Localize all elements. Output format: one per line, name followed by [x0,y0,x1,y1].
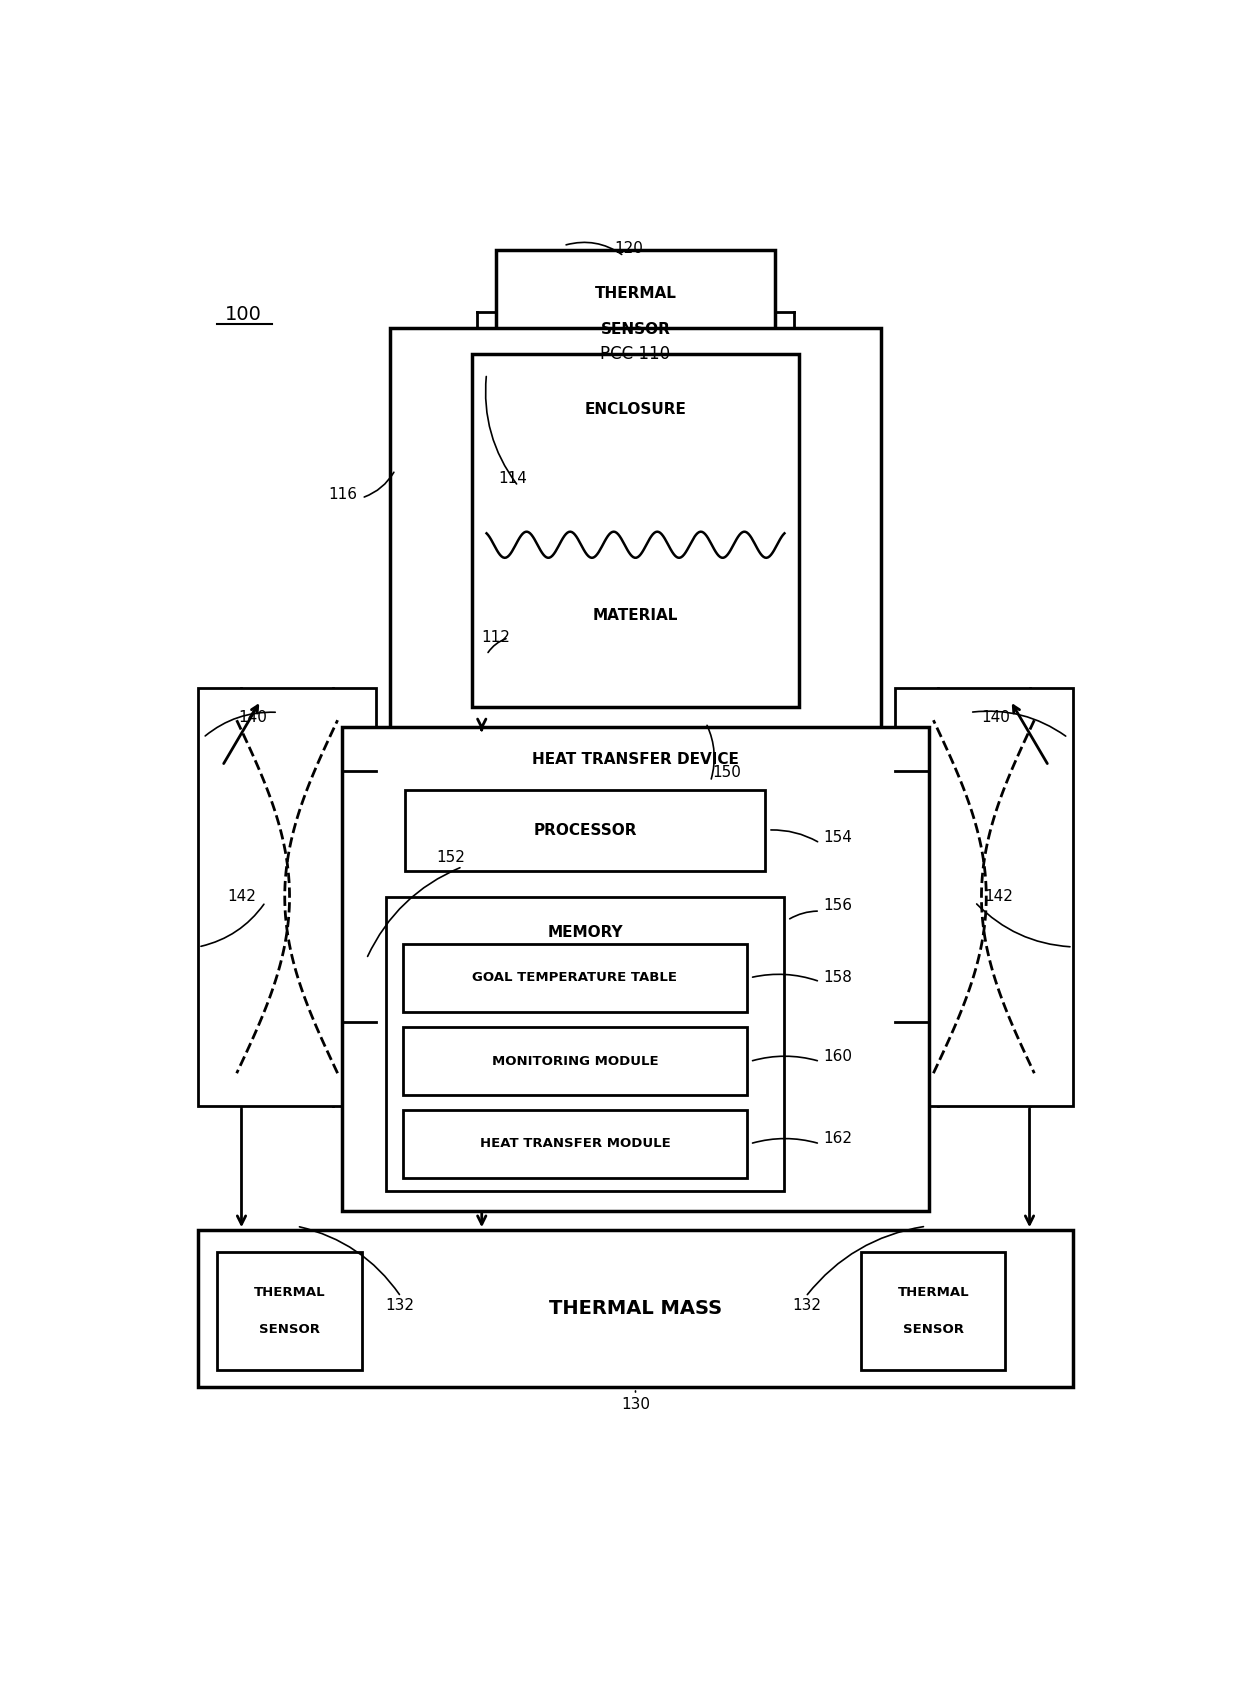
Text: MEMORY: MEMORY [547,924,622,939]
Text: 158: 158 [823,970,852,985]
Bar [472,355,799,706]
Text: THERMAL: THERMAL [594,285,677,301]
Bar [895,688,1073,1105]
Text: THERMAL MASS: THERMAL MASS [549,1299,722,1318]
Text: 120: 120 [614,241,644,256]
Text: 116: 116 [327,487,357,501]
Text: 130: 130 [621,1396,650,1411]
Bar [386,897,785,1190]
Bar [862,1253,1006,1370]
Bar [403,944,746,1012]
Text: MONITORING MODULE: MONITORING MODULE [491,1054,658,1068]
Text: 160: 160 [823,1049,852,1063]
Text: 100: 100 [224,306,262,324]
Text: 142: 142 [985,890,1013,905]
Bar [217,1253,362,1370]
Text: THERMAL: THERMAL [254,1287,325,1299]
Bar [403,1027,746,1095]
Text: PCC 110: PCC 110 [600,345,671,363]
Text: SENSOR: SENSOR [600,323,671,338]
Text: 140: 140 [981,710,1011,725]
Bar [403,1110,746,1178]
Text: 150: 150 [712,766,742,779]
Text: 154: 154 [823,830,852,846]
Text: SENSOR: SENSOR [903,1323,963,1336]
Bar [342,727,929,1211]
Text: 142: 142 [227,890,255,905]
Text: 152: 152 [436,851,465,864]
Text: 114: 114 [498,470,527,486]
Text: MATERIAL: MATERIAL [593,608,678,623]
Text: 132: 132 [792,1299,821,1314]
Bar [198,1229,1073,1387]
Text: HEAT TRANSFER DEVICE: HEAT TRANSFER DEVICE [532,752,739,767]
Text: 156: 156 [823,898,852,914]
Text: PROCESSOR: PROCESSOR [533,822,637,837]
Text: ENCLOSURE: ENCLOSURE [584,401,687,416]
Text: HEAT TRANSFER MODULE: HEAT TRANSFER MODULE [480,1138,671,1150]
Bar [404,790,765,871]
Bar [198,688,376,1105]
Text: 162: 162 [823,1131,852,1146]
Text: 140: 140 [238,710,268,725]
Bar [391,328,880,734]
Text: THERMAL: THERMAL [898,1287,970,1299]
Text: SENSOR: SENSOR [259,1323,320,1336]
Text: 132: 132 [386,1299,414,1314]
Text: GOAL TEMPERATURE TABLE: GOAL TEMPERATURE TABLE [472,971,677,985]
Bar [496,250,775,374]
Text: 112: 112 [481,630,511,645]
